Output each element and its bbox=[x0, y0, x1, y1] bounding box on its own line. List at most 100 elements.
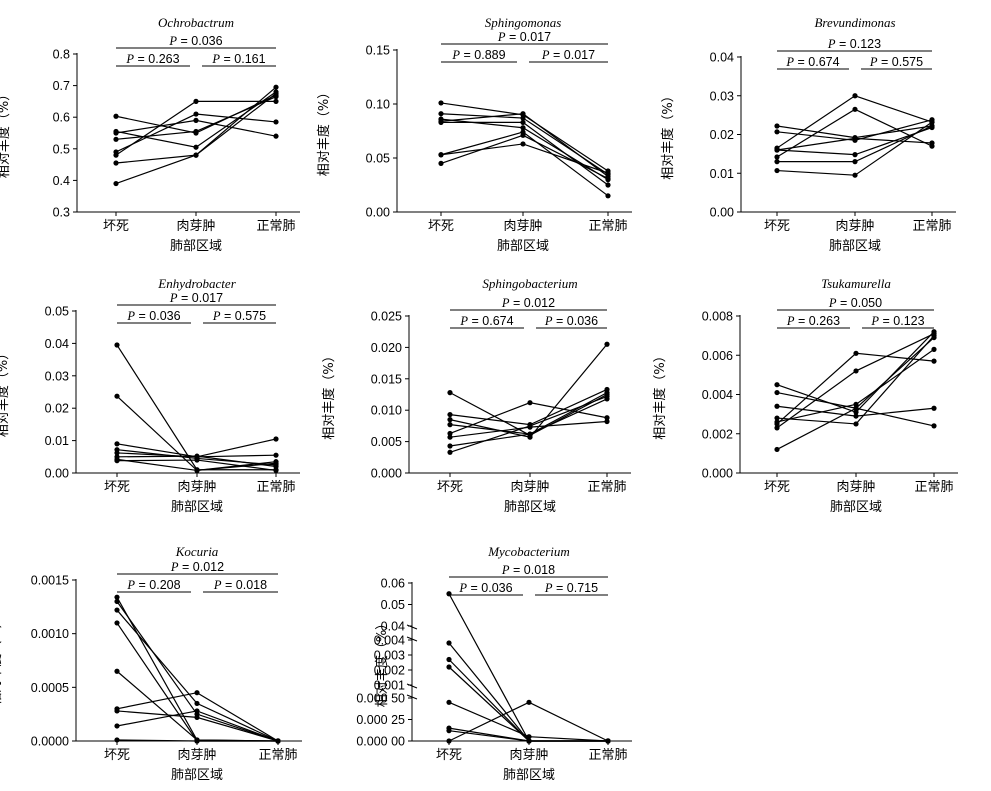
data-point bbox=[193, 152, 199, 158]
x-category-label: 肉芽肿 bbox=[510, 480, 549, 495]
axis-break-mark bbox=[406, 624, 418, 630]
x-axis-title: 肺部区域 bbox=[171, 500, 223, 515]
chart-panel-1: Ochrobactrum 0.3 0.4 0.5 0.6 0.7 0.8 坏死 肉芽肿 正常肺肺部… bbox=[0, 15, 300, 254]
series-line-1 bbox=[116, 344, 276, 471]
data-point bbox=[273, 98, 279, 104]
y-tick-label: 0.15 bbox=[366, 44, 390, 58]
comparison-p-label: P = 0.012 bbox=[170, 560, 224, 574]
y-tick-label: 0.3 bbox=[53, 206, 70, 220]
p-symbol: P bbox=[213, 578, 222, 592]
data-point bbox=[774, 159, 780, 165]
series-line-1 bbox=[448, 593, 608, 742]
p-value: = 0.012 bbox=[179, 560, 225, 574]
data-point bbox=[774, 425, 780, 431]
comparison-p-label: P = 0.017 bbox=[541, 48, 595, 62]
y-axis-title: 相对丰度（%） bbox=[0, 88, 12, 178]
comparison-p-label: P = 0.012 bbox=[501, 296, 555, 310]
data-point bbox=[273, 463, 279, 470]
axis-break-mark bbox=[406, 694, 418, 700]
p-value: = 0.575 bbox=[221, 309, 267, 323]
comparison-p-label: P = 0.575 bbox=[212, 309, 266, 323]
chart-title: Enhydrobacter bbox=[157, 276, 236, 291]
y-tick-label: 0.002 bbox=[374, 664, 405, 678]
p-value: = 0.036 bbox=[467, 581, 513, 595]
data-point bbox=[113, 128, 119, 135]
data-point bbox=[273, 436, 279, 442]
p-symbol: P bbox=[497, 30, 506, 44]
data-point bbox=[273, 119, 279, 125]
x-category-label: 正常肺 bbox=[258, 748, 297, 763]
y-tick-label: 0.03 bbox=[45, 369, 69, 383]
data-point bbox=[853, 421, 859, 427]
data-point bbox=[447, 411, 453, 418]
comparison-p-label: P = 0.674 bbox=[459, 314, 513, 328]
data-point bbox=[931, 331, 937, 337]
p-value: = 0.050 bbox=[837, 296, 883, 310]
data-point bbox=[446, 591, 452, 597]
p-symbol: P bbox=[544, 314, 553, 328]
x-category-label: 坏死 bbox=[437, 480, 463, 495]
p-value: = 0.017 bbox=[506, 30, 552, 44]
y-tick-label: 0.4 bbox=[53, 174, 70, 188]
data-point bbox=[194, 708, 200, 714]
data-point bbox=[446, 699, 452, 705]
chart-panel-3: Brevundimonas 0.00 0.01 0.02 0.03 0.04 坏死 肉芽肿 正常… bbox=[660, 15, 956, 254]
chart-title: Kocuria bbox=[175, 544, 219, 559]
data-point bbox=[446, 738, 452, 744]
data-point bbox=[774, 389, 780, 396]
y-tick-label: 0.000 00 bbox=[356, 735, 405, 749]
p-symbol: P bbox=[459, 314, 468, 328]
data-point bbox=[520, 132, 526, 138]
data-point bbox=[114, 668, 120, 674]
data-point bbox=[113, 160, 119, 166]
data-point bbox=[193, 98, 199, 104]
data-point bbox=[275, 738, 281, 744]
x-axis-title: 肺部区域 bbox=[830, 500, 882, 515]
data-point bbox=[605, 193, 611, 199]
y-tick-label: 0.6 bbox=[53, 111, 70, 125]
x-category-label: 肉芽肿 bbox=[176, 219, 215, 234]
y-tick-label: 0.004 bbox=[702, 388, 733, 402]
data-point bbox=[438, 152, 444, 158]
x-category-label: 肉芽肿 bbox=[509, 748, 548, 763]
data-point bbox=[605, 738, 611, 744]
p-value: = 0.018 bbox=[222, 578, 268, 592]
data-point bbox=[447, 449, 453, 455]
comparison-p-label: P = 0.017 bbox=[169, 291, 223, 305]
p-value: = 0.018 bbox=[510, 563, 556, 577]
data-point bbox=[273, 459, 279, 465]
comparison-p-label: P = 0.889 bbox=[451, 48, 505, 62]
data-point bbox=[114, 342, 120, 348]
comparison-p-label: P = 0.715 bbox=[544, 581, 598, 595]
data-point bbox=[853, 368, 859, 374]
y-tick-label: 0.05 bbox=[45, 305, 69, 319]
data-point bbox=[273, 92, 279, 98]
data-point bbox=[113, 136, 119, 142]
y-tick-label: 0.025 bbox=[371, 310, 402, 324]
chart-title: Brevundimonas bbox=[814, 15, 895, 30]
axis-break-mark bbox=[406, 636, 418, 642]
y-tick-label: 0.001 bbox=[374, 679, 405, 693]
data-point bbox=[774, 382, 780, 388]
y-tick-label: 0.003 bbox=[374, 649, 405, 663]
comparison-p-label: P = 0.575 bbox=[869, 55, 923, 69]
data-point bbox=[527, 400, 533, 406]
comparison-p-label: P = 0.050 bbox=[828, 296, 882, 310]
data-point bbox=[604, 390, 610, 396]
x-category-label: 坏死 bbox=[436, 748, 462, 763]
p-symbol: P bbox=[870, 314, 879, 328]
data-point bbox=[114, 607, 120, 613]
data-point bbox=[520, 115, 526, 121]
comparison-p-label: P = 0.036 bbox=[126, 309, 180, 323]
p-value: = 0.715 bbox=[553, 581, 599, 595]
data-point bbox=[194, 714, 200, 720]
series-line-8 bbox=[440, 134, 609, 180]
x-axis-title: 肺部区域 bbox=[171, 768, 223, 783]
p-value: = 0.012 bbox=[510, 296, 556, 310]
data-point bbox=[447, 417, 453, 423]
data-point bbox=[605, 170, 611, 176]
data-point bbox=[193, 144, 199, 150]
data-point bbox=[526, 738, 532, 744]
comparison-p-label: P = 0.123 bbox=[827, 37, 881, 51]
p-value: = 0.036 bbox=[553, 314, 599, 328]
